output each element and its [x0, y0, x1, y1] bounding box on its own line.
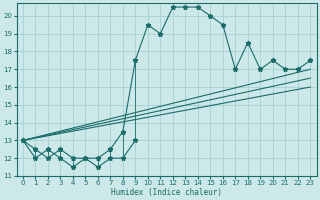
X-axis label: Humidex (Indice chaleur): Humidex (Indice chaleur)	[111, 188, 222, 197]
